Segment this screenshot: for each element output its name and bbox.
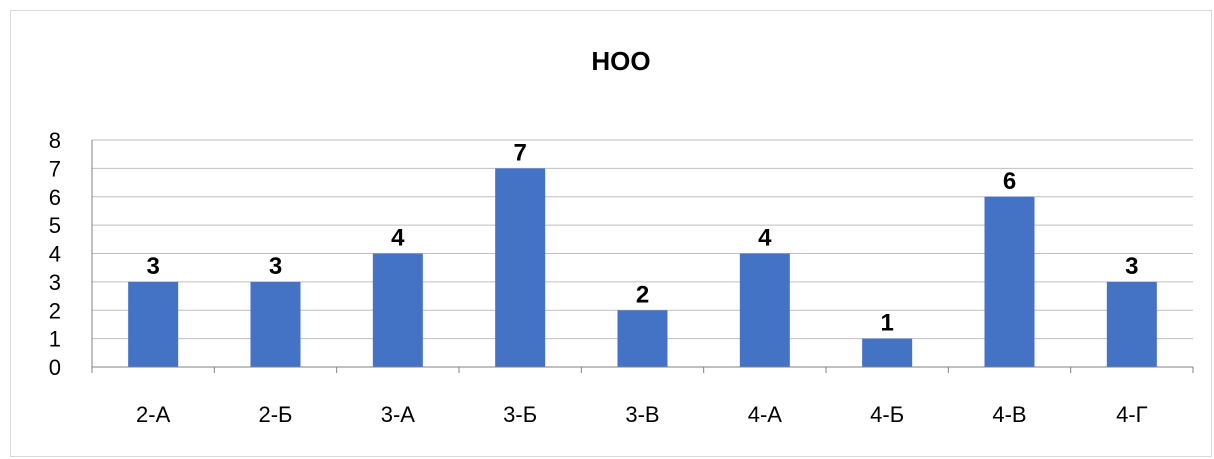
bar-3-Б (495, 168, 546, 367)
data-label: 1 (880, 310, 893, 337)
axes (91, 140, 1194, 373)
data-labels: 3 3 4 7 2 4 1 6 3 (146, 139, 1138, 336)
data-label: 3 (269, 253, 282, 280)
data-label: 6 (1003, 168, 1016, 195)
chart-title: НОО (591, 46, 650, 76)
y-tick-label: 2 (49, 298, 61, 323)
y-tick-label: 7 (49, 156, 61, 181)
data-label: 3 (146, 253, 159, 280)
data-label: 7 (513, 139, 526, 166)
x-tick-label: 4-Г (1116, 402, 1148, 427)
bars (128, 168, 1157, 367)
x-tick-label: 2-А (136, 402, 171, 427)
x-tick-label: 3-А (381, 402, 416, 427)
data-label: 4 (391, 225, 405, 252)
y-tick-label: 8 (49, 128, 61, 153)
y-tick-label: 1 (49, 327, 61, 352)
y-tick-label: 5 (49, 213, 61, 238)
bar-2-Б (250, 281, 301, 367)
y-axis-ticks: 0 1 2 3 4 5 6 7 8 (49, 128, 61, 380)
y-tick-label: 4 (49, 242, 61, 267)
data-label: 3 (1125, 253, 1138, 280)
x-tick-label: 4-А (748, 402, 783, 427)
x-tick-label: 2-Б (259, 402, 293, 427)
x-tick-label: 3-В (625, 402, 659, 427)
x-tick-label: 3-Б (503, 402, 537, 427)
bar-4-А (739, 253, 790, 367)
bar-2-А (128, 281, 179, 367)
y-tick-label: 6 (49, 185, 61, 210)
x-tick-label: 4-Б (870, 402, 904, 427)
bar-4-Г (1106, 281, 1157, 367)
data-label: 2 (636, 281, 649, 308)
x-tick-label: 4-В (992, 402, 1026, 427)
y-tick-label: 3 (49, 270, 61, 295)
bar-4-Б (862, 338, 913, 367)
data-label: 4 (758, 225, 772, 252)
bar-3-А (372, 253, 423, 367)
y-tick-label: 0 (49, 355, 61, 380)
bar-3-В (617, 310, 668, 367)
x-axis-ticks: 2-А 2-Б 3-А 3-Б 3-В 4-А 4-Б 4-В 4-Г (136, 402, 1148, 427)
bar-4-В (984, 196, 1035, 367)
